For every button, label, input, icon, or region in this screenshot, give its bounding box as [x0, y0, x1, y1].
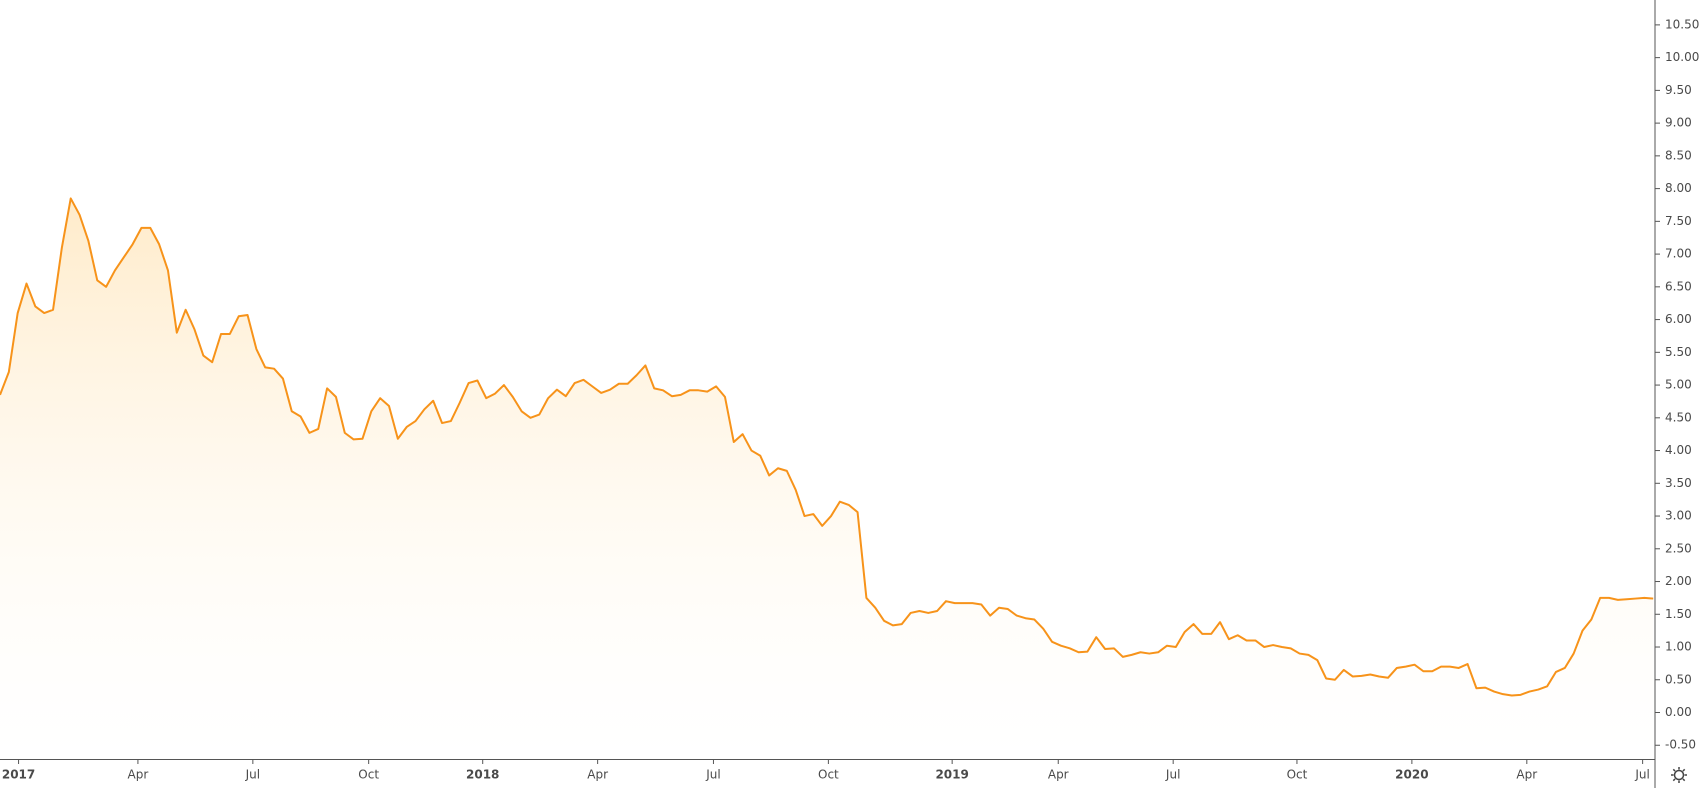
- settings-icon[interactable]: [1671, 767, 1687, 783]
- area-fill: [0, 198, 1654, 759]
- y-tick-label: 0.50: [1665, 672, 1692, 686]
- x-tick-label: Oct: [818, 768, 839, 782]
- x-tick-label: Apr: [128, 768, 149, 782]
- x-tick-label: 2017: [2, 768, 35, 782]
- y-tick-label: 3.50: [1665, 476, 1692, 490]
- y-tick-label: 9.00: [1665, 116, 1692, 130]
- x-tick-label: 2020: [1395, 768, 1428, 782]
- x-tick-label: Jul: [1165, 768, 1180, 782]
- y-tick-label: 9.50: [1665, 83, 1692, 97]
- x-tick-label: Jul: [245, 768, 260, 782]
- y-tick-label: 6.50: [1665, 279, 1692, 293]
- x-tick-label: Apr: [1048, 768, 1069, 782]
- y-tick-label: 10.50: [1665, 17, 1699, 31]
- y-tick-label: 4.00: [1665, 443, 1692, 457]
- x-tick-label: Jul: [705, 768, 720, 782]
- y-tick-label: 2.50: [1665, 541, 1692, 555]
- y-tick-label: 7.00: [1665, 247, 1692, 261]
- x-tick-label: 2019: [935, 768, 968, 782]
- y-tick-label: 8.50: [1665, 148, 1692, 162]
- y-tick-label: 8.00: [1665, 181, 1692, 195]
- y-tick-label: 5.50: [1665, 345, 1692, 359]
- y-tick-label: 0.00: [1665, 705, 1692, 719]
- y-tick-label: -0.50: [1665, 738, 1696, 752]
- x-tick-label: Apr: [587, 768, 608, 782]
- y-tick-label: 7.50: [1665, 214, 1692, 228]
- y-tick-label: 1.50: [1665, 607, 1692, 621]
- y-tick-label: 4.50: [1665, 410, 1692, 424]
- x-tick-label: Apr: [1516, 768, 1537, 782]
- y-tick-label: 6.00: [1665, 312, 1692, 326]
- x-tick-label: 2018: [466, 768, 499, 782]
- line: [0, 197, 1654, 697]
- x-tick-label: Oct: [1287, 768, 1308, 782]
- y-tick-label: 1.00: [1665, 640, 1692, 654]
- y-tick-label: 3.00: [1665, 509, 1692, 523]
- x-tick-label: Jul: [1634, 768, 1649, 782]
- y-tick-label: 5.00: [1665, 378, 1692, 392]
- x-tick-label: Oct: [358, 768, 379, 782]
- y-tick-label: 2.00: [1665, 574, 1692, 588]
- y-tick-label: 10.00: [1665, 50, 1699, 64]
